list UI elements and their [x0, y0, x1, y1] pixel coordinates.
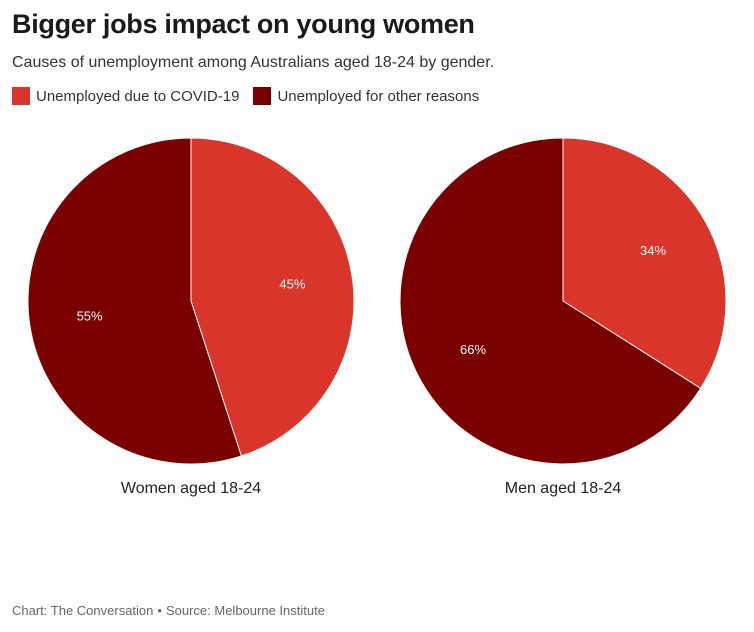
- legend-item-other: Unemployed for other reasons: [253, 87, 479, 105]
- pie-title-men: Men aged 18-24: [505, 480, 622, 497]
- footer: Chart: The Conversation • Source: Melbourn…: [12, 603, 325, 618]
- legend-swatch-other: [253, 87, 272, 105]
- legend-swatch-covid: [12, 87, 30, 105]
- footer-separator: •: [157, 603, 162, 618]
- source-credit: Source: Melbourne Institute: [165, 603, 325, 618]
- legend-item-covid: Unemployed due to COVID-19: [12, 87, 239, 105]
- legend-label-other: Unemployed for other reasons: [277, 87, 480, 105]
- pie-title-women: Women aged 18-24: [121, 480, 261, 497]
- pie-label-men-other: 66%: [460, 342, 486, 357]
- legend-label-covid: Unemployed due to COVID-19: [36, 87, 240, 105]
- pie-slice-men-covid: [562, 137, 727, 390]
- chart-title: Bigger jobs impact on young women: [12, 9, 475, 39]
- pie-slice-women-other: [27, 137, 243, 465]
- pie-label-men-covid: 34%: [640, 243, 666, 258]
- pie-label-women-covid: 45%: [279, 276, 305, 291]
- pie-slice-women-covid: [190, 137, 355, 457]
- chart-credit: Chart: The Conversation: [12, 603, 154, 618]
- pie-label-women-other: 55%: [77, 309, 103, 324]
- chart-subtitle: Causes of unemployment among Australians…: [12, 54, 495, 71]
- legend: Unemployed due to COVID-19 Unemployed fo…: [12, 87, 493, 105]
- pie-slice-men-other: [399, 137, 702, 465]
